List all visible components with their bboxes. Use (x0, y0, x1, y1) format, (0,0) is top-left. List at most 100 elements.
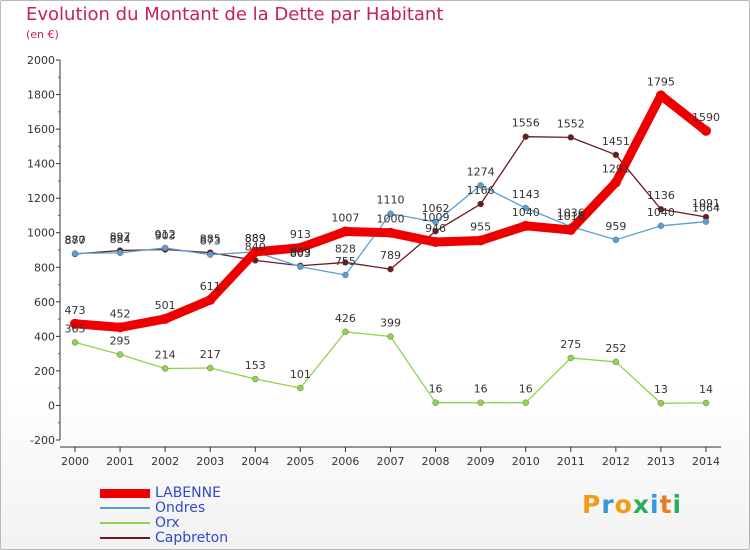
chart-title: Evolution du Montant de la Dette par Hab… (26, 4, 444, 25)
data-label-orx: 365 (65, 322, 86, 335)
data-point-orx (161, 365, 169, 372)
data-point-orx (297, 384, 304, 392)
data-label-capbreton: 1091 (692, 197, 720, 210)
data-point-labenne (340, 226, 351, 237)
data-point-capbreton (387, 265, 394, 273)
data-point-orx (207, 364, 214, 372)
data-label-labenne: 611 (200, 280, 221, 293)
data-point-labenne (70, 318, 80, 329)
data-label-capbreton: 828 (335, 242, 356, 255)
data-label-ondres: 880 (65, 233, 86, 246)
data-point-labenne (115, 322, 126, 333)
data-label-labenne: 473 (65, 304, 86, 317)
data-label-labenne: 955 (470, 221, 491, 234)
data-label-labenne: 946 (425, 222, 446, 235)
y-tick-label: -200 (30, 434, 55, 447)
y-tick-label: 1400 (27, 158, 55, 171)
data-label-capbreton: 1451 (602, 135, 630, 148)
data-label-ondres: 755 (335, 255, 356, 268)
x-tick-label: 2004 (241, 455, 269, 468)
data-point-labenne (565, 224, 576, 235)
data-label-ondres: 873 (200, 235, 221, 248)
y-tick-label: 1000 (27, 227, 55, 240)
data-point-orx (342, 328, 349, 336)
logo-letter: x (632, 490, 650, 519)
data-label-orx: 13 (654, 383, 668, 396)
data-label-orx: 153 (245, 359, 266, 372)
chart-unit-label: (en €) (26, 28, 59, 41)
legend-label: Capbreton (155, 530, 229, 546)
data-label-ondres: 884 (110, 233, 131, 246)
legend-label: Ondres (155, 500, 206, 516)
data-point-ondres (342, 271, 349, 279)
data-label-capbreton: 1166 (467, 184, 495, 197)
data-label-labenne: 1016 (557, 210, 585, 223)
data-label-orx: 295 (110, 335, 131, 348)
data-point-ondres (432, 218, 439, 226)
data-label-orx: 275 (560, 338, 581, 351)
x-tick-label: 2014 (692, 455, 720, 468)
data-point-ondres (71, 250, 79, 257)
x-tick-label: 2003 (196, 455, 224, 468)
logo-letter: i (672, 490, 683, 519)
data-label-capbreton: 903 (155, 229, 176, 242)
data-label-orx: 16 (519, 383, 533, 396)
data-point-labenne (385, 227, 396, 238)
data-label-labenne: 1000 (377, 213, 405, 226)
data-point-labenne (205, 294, 216, 305)
logo-letter: P (582, 490, 602, 519)
proxiti-logo: Proxiti (582, 490, 682, 519)
logo-letter: r (601, 490, 615, 519)
data-label-capbreton: 897 (110, 231, 131, 244)
data-label-labenne: 501 (155, 299, 176, 312)
data-label-capbreton: 840 (245, 240, 266, 253)
data-label-orx: 217 (200, 348, 221, 361)
x-tick-label: 2005 (286, 455, 314, 468)
data-label-capbreton: 1136 (647, 189, 675, 202)
data-point-orx (612, 358, 620, 366)
data-label-ondres: 1064 (692, 202, 720, 215)
data-point-ondres (207, 251, 214, 258)
data-point-ondres (702, 218, 710, 225)
data-label-orx: 16 (429, 383, 443, 396)
legend-swatch (100, 522, 150, 524)
data-point-ondres (477, 182, 484, 189)
x-tick-label: 2011 (557, 455, 585, 468)
x-tick-label: 2010 (512, 455, 540, 468)
data-label-orx: 426 (335, 312, 356, 325)
legend-label: Orx (155, 515, 180, 531)
data-point-capbreton (612, 151, 620, 159)
logo-letter: t (659, 490, 673, 519)
data-label-orx: 252 (605, 342, 626, 355)
y-tick-label: 1600 (27, 123, 55, 136)
data-point-capbreton (432, 227, 439, 235)
data-label-ondres: 912 (155, 228, 176, 241)
data-point-capbreton (342, 259, 349, 266)
data-point-ondres (297, 263, 304, 270)
data-point-ondres (612, 236, 620, 244)
data-label-labenne: 452 (110, 307, 131, 320)
data-point-ondres (387, 210, 394, 217)
data-label-orx: 101 (290, 368, 311, 381)
data-point-ondres (116, 249, 124, 256)
data-point-orx (252, 375, 259, 383)
data-point-orx (432, 399, 439, 406)
data-label-labenne: 1795 (647, 75, 675, 88)
y-tick-label: 2000 (27, 54, 55, 67)
data-label-capbreton: 809 (290, 246, 311, 259)
data-label-capbreton: 1556 (512, 117, 540, 130)
data-label-ondres: 1274 (467, 165, 495, 178)
data-label-capbreton: 877 (65, 234, 86, 247)
data-label-ondres: 1062 (422, 202, 450, 215)
data-point-labenne (610, 177, 621, 188)
data-point-capbreton (657, 206, 665, 213)
y-tick-label: 200 (34, 365, 55, 378)
x-tick-label: 2008 (422, 455, 450, 468)
data-point-orx (702, 399, 710, 407)
data-point-ondres (161, 244, 169, 252)
data-point-ondres (657, 222, 665, 230)
data-label-ondres: 959 (605, 220, 626, 233)
data-point-labenne (430, 237, 441, 248)
data-point-labenne (520, 220, 531, 231)
